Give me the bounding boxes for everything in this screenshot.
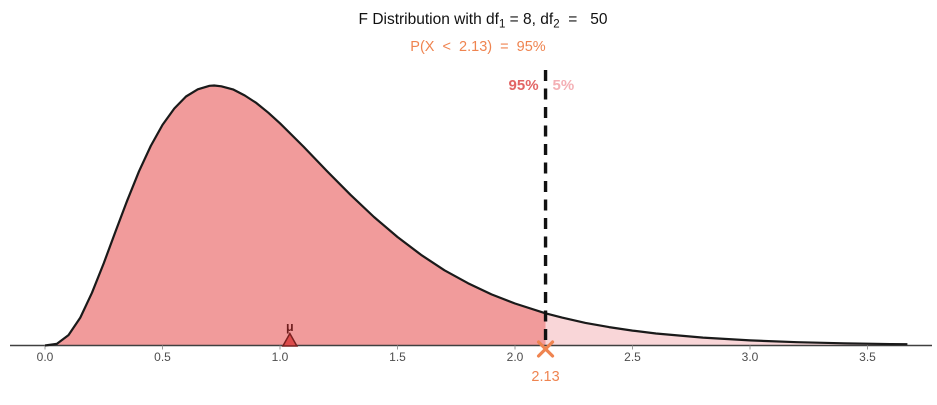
critical-value-x-marker [536, 340, 555, 358]
chart-subtitle: P(X < 2.13) = 95% [410, 39, 546, 55]
mean-label: μ [286, 320, 294, 334]
x-axis-tick-label: 2.5 [624, 350, 641, 364]
x-axis-tick-label: 0.5 [154, 350, 171, 364]
x-axis-ticks [44, 345, 868, 350]
critical-value-label: 2.13 [531, 369, 559, 385]
mean-triangle-marker [281, 331, 299, 347]
right-area-label: 5% [553, 77, 575, 94]
chart-title: F Distribution with df1 = 8, df2 = 50 [359, 11, 608, 31]
x-axis-tick-label: 1.5 [389, 350, 406, 364]
x-axis-tick-labels: 0.0 0.5 1.0 1.5 2.0 2.5 3.0 3.5 [37, 350, 877, 364]
left-area-label: 95% [509, 77, 539, 94]
x-axis-tick-label: 3.0 [742, 350, 759, 364]
x-axis-tick-label: 0.0 [37, 350, 54, 364]
area-right-5pct [545, 313, 908, 346]
density-curve [44, 84, 908, 347]
x-axis-tick-label: 1.0 [272, 350, 289, 364]
x-axis-tick-label: 3.5 [859, 350, 876, 364]
area-left-95pct [45, 85, 546, 346]
x-axis-tick-label: 2.0 [507, 350, 524, 364]
